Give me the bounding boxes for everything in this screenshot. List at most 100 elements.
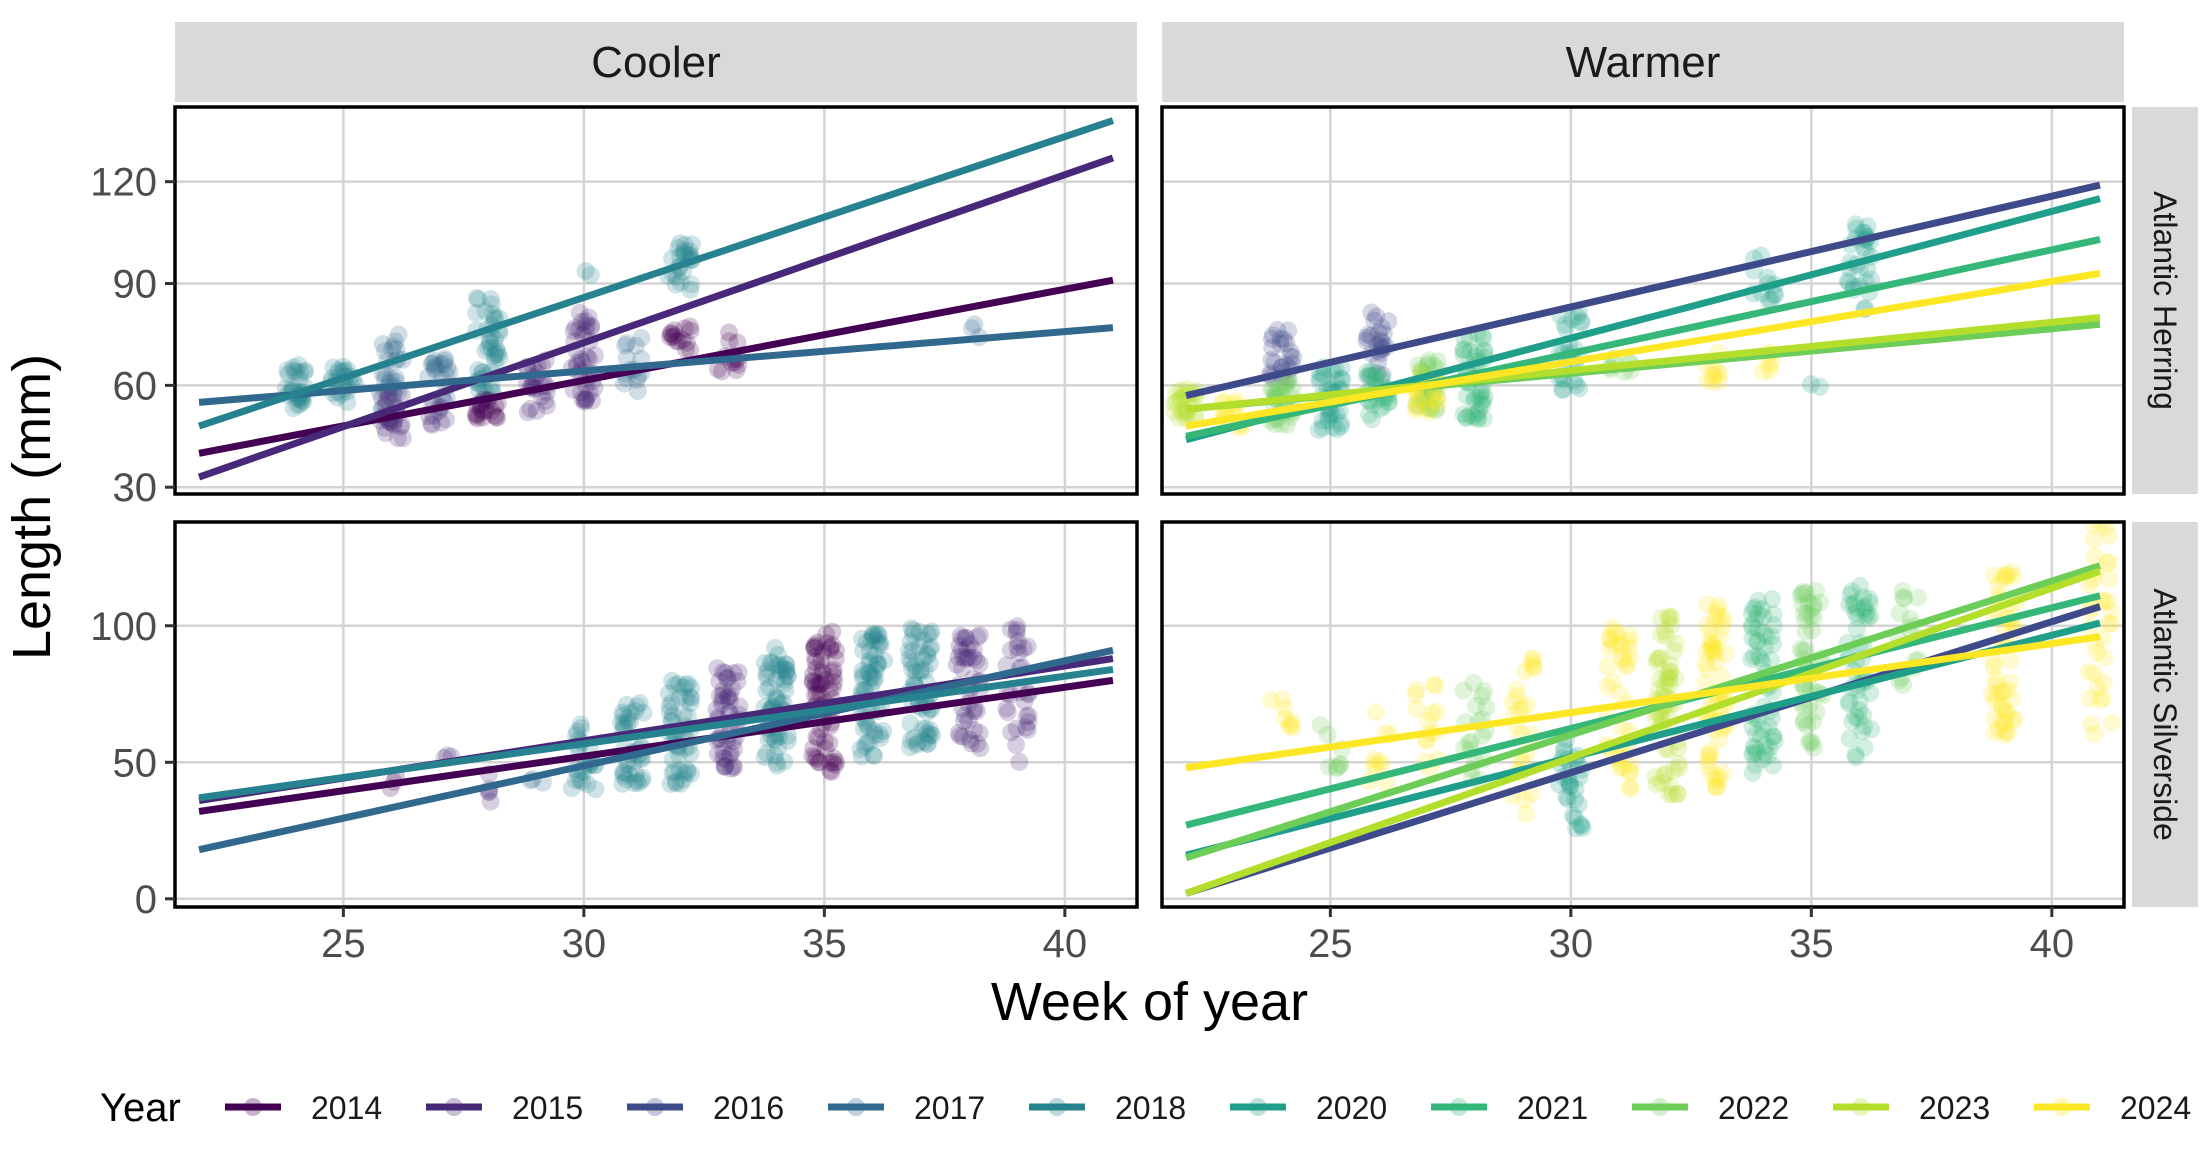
data-point-2018 — [875, 651, 894, 670]
data-point-2022 — [1318, 725, 1337, 744]
data-point-2017 — [435, 349, 454, 368]
data-point-2018 — [900, 649, 919, 668]
data-point-2018 — [776, 663, 795, 682]
data-point-2018 — [768, 656, 787, 675]
data-point-2014 — [807, 684, 826, 703]
data-point-2018 — [911, 662, 930, 681]
data-point-2018 — [671, 774, 690, 793]
data-point-2023 — [1662, 608, 1681, 627]
data-point-2024 — [1996, 713, 2015, 732]
data-point-2018 — [775, 674, 794, 693]
data-point-2018 — [918, 645, 937, 664]
data-point-2022 — [1268, 381, 1287, 400]
data-point-2021 — [1372, 368, 1391, 387]
data-point-2022 — [1464, 673, 1483, 692]
y-tick-label: 120 — [90, 161, 157, 205]
data-point-2024 — [1418, 399, 1437, 418]
data-point-2020 — [1327, 370, 1346, 389]
data-point-2014 — [816, 739, 835, 758]
x-axis-title: Week of year — [991, 972, 1308, 1032]
data-point-2018 — [617, 695, 636, 714]
data-point-2022 — [1328, 758, 1347, 777]
data-point-2015 — [960, 730, 979, 749]
data-point-2018 — [660, 702, 679, 721]
data-point-2021 — [1454, 345, 1473, 364]
data-point-2015 — [957, 639, 976, 658]
data-point-2018 — [676, 689, 695, 708]
data-point-2014 — [805, 639, 824, 658]
data-point-2018 — [904, 625, 923, 644]
data-point-2021 — [1855, 738, 1874, 757]
data-point-2016 — [1371, 331, 1390, 350]
data-point-2018 — [675, 241, 694, 260]
data-point-2015 — [951, 626, 970, 645]
data-point-2018 — [663, 671, 682, 690]
data-point-2022 — [1797, 584, 1816, 603]
data-point-2024 — [1985, 566, 2004, 585]
panel-marks — [197, 117, 1115, 481]
data-point-2024 — [1427, 702, 1446, 721]
data-point-2020 — [1840, 273, 1859, 292]
data-point-2015 — [952, 659, 971, 678]
data-point-2022 — [1796, 622, 1815, 641]
data-point-2018 — [487, 339, 506, 358]
data-point-2018 — [869, 655, 888, 674]
data-point-2014 — [665, 326, 684, 345]
data-point-2018 — [666, 772, 685, 791]
data-point-2018 — [874, 722, 893, 741]
data-point-2014 — [677, 340, 696, 359]
data-point-2021 — [1743, 717, 1762, 736]
data-point-2018 — [682, 275, 701, 294]
data-point-2024 — [1715, 611, 1734, 630]
data-point-2022 — [1421, 399, 1440, 418]
data-point-2017 — [431, 355, 450, 374]
data-point-2018 — [862, 630, 881, 649]
data-point-2023 — [1647, 775, 1666, 794]
data-point-2018 — [919, 727, 938, 746]
data-point-2021 — [1854, 706, 1873, 725]
data-point-2014 — [818, 634, 837, 653]
data-point-2021 — [1854, 599, 1873, 618]
data-point-2022 — [1419, 351, 1438, 370]
data-point-2022 — [1799, 593, 1818, 612]
data-point-2024 — [1281, 715, 1300, 734]
data-point-2021 — [1746, 755, 1765, 774]
data-point-2022 — [1311, 716, 1330, 735]
data-point-2021 — [1468, 409, 1487, 428]
data-point-2018 — [278, 361, 297, 380]
data-point-2021 — [1845, 593, 1864, 612]
data-point-2021 — [1473, 396, 1492, 415]
data-point-2022 — [1791, 586, 1810, 605]
data-point-2021 — [1744, 647, 1763, 666]
data-point-2015 — [572, 383, 591, 402]
data-point-2024 — [1982, 685, 2001, 704]
data-point-2024 — [1986, 669, 2005, 688]
data-point-2018 — [859, 733, 878, 752]
data-point-2024 — [1377, 775, 1396, 794]
data-point-2014 — [825, 673, 844, 692]
data-point-2018 — [912, 660, 931, 679]
data-point-2021 — [1847, 599, 1866, 618]
data-point-2018 — [669, 745, 688, 764]
data-point-2021 — [1753, 750, 1772, 769]
data-point-2018 — [766, 688, 785, 707]
data-point-2021 — [1855, 597, 1874, 616]
panel-background — [175, 522, 1137, 907]
data-point-2024 — [1600, 629, 1619, 648]
data-point-2024 — [1995, 722, 2014, 741]
data-point-2015 — [536, 391, 555, 410]
data-point-2014 — [823, 622, 842, 641]
data-point-2021 — [1843, 582, 1862, 601]
data-point-2017 — [386, 368, 405, 387]
data-point-2021 — [1850, 701, 1869, 720]
data-point-2017 — [425, 360, 444, 379]
data-point-2014 — [803, 746, 822, 765]
data-point-2015 — [715, 749, 734, 768]
data-point-2015 — [1007, 735, 1026, 754]
data-point-2018 — [868, 655, 887, 674]
data-point-2021 — [1844, 595, 1863, 614]
data-point-2023 — [1656, 673, 1675, 692]
data-point-2022 — [1277, 374, 1296, 393]
data-point-2015 — [1007, 624, 1026, 643]
data-point-2018 — [663, 750, 682, 769]
